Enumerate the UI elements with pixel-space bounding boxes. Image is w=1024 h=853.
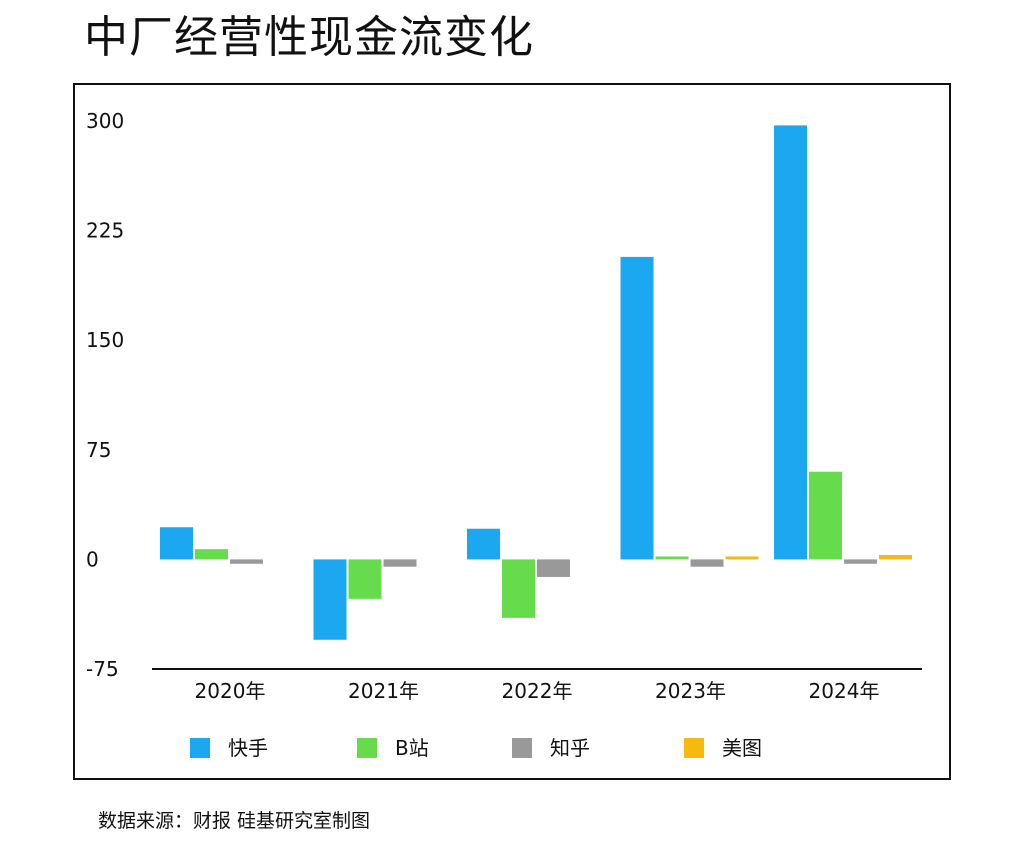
y-tick-label: 150 xyxy=(86,328,124,352)
y-tick-label: 300 xyxy=(86,109,124,133)
legend-label: B站 xyxy=(395,736,429,760)
chart-frame xyxy=(73,83,951,780)
y-tick-label: -75 xyxy=(86,657,119,681)
bar xyxy=(879,555,912,560)
legend-swatch xyxy=(190,738,210,758)
legend-item: 知乎 xyxy=(512,733,590,763)
bar xyxy=(313,559,347,640)
legend-label: 知乎 xyxy=(550,736,590,760)
source-note: 数据来源：财报 硅基研究室制图 xyxy=(98,810,371,832)
legend-swatch xyxy=(684,738,704,758)
x-tick-label: 2021年 xyxy=(348,679,419,703)
bar xyxy=(502,559,535,618)
bar xyxy=(844,559,877,564)
legend-swatch xyxy=(512,738,532,758)
bar xyxy=(160,527,193,560)
x-tick-label: 2022年 xyxy=(502,679,573,703)
y-tick-label: 75 xyxy=(86,438,111,462)
bar xyxy=(655,556,689,560)
legend-item: 美图 xyxy=(684,733,762,763)
legend-label: 美图 xyxy=(722,736,762,760)
bar xyxy=(537,559,570,577)
bar xyxy=(467,528,500,560)
legend-label: 快手 xyxy=(228,736,268,760)
bar xyxy=(725,556,759,560)
x-tick-label: 2020年 xyxy=(195,679,266,703)
bar xyxy=(809,471,842,560)
legend-item: 快手 xyxy=(190,733,268,763)
bar xyxy=(230,559,263,564)
bar xyxy=(774,125,807,560)
chart-title: 中厂经营性现金流变化 xyxy=(84,12,534,63)
bar xyxy=(383,559,417,567)
bar xyxy=(195,549,228,560)
x-tick-label: 2024年 xyxy=(809,679,880,703)
bar xyxy=(690,559,724,567)
bar xyxy=(348,559,382,599)
legend-item: B站 xyxy=(357,733,429,763)
legend-swatch xyxy=(357,738,377,758)
y-tick-label: 225 xyxy=(86,219,124,243)
y-tick-label: 0 xyxy=(86,547,99,571)
bar xyxy=(620,256,654,560)
x-tick-label: 2023年 xyxy=(655,679,726,703)
